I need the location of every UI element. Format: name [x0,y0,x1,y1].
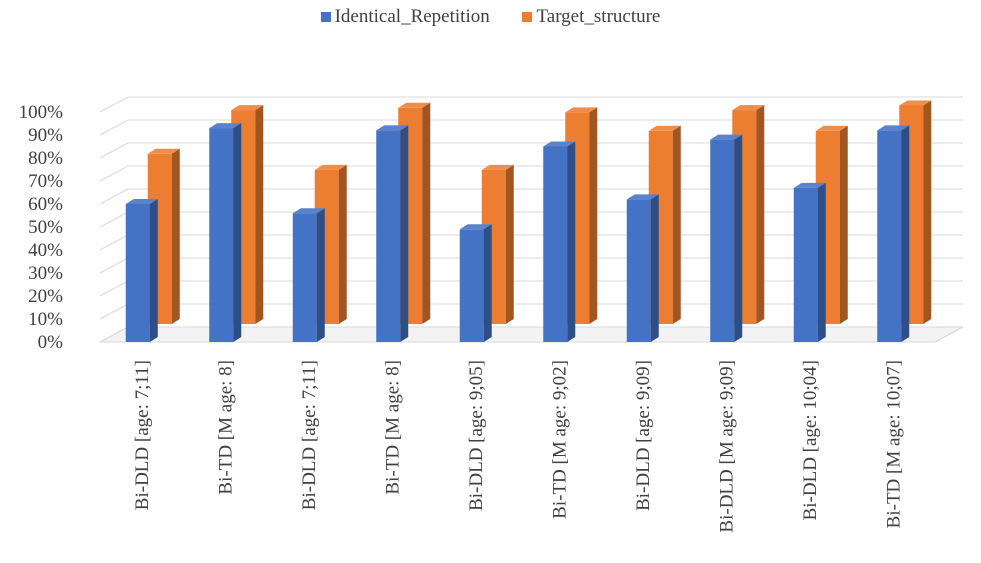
bar-target-structure-top [231,105,264,111]
gridline [99,96,963,113]
bar-identical-repetition-front [209,128,234,342]
bar-identical-repetition-top [125,199,158,204]
bar-identical-repetition-top [292,208,325,214]
x-tick-label: Bi-DLD [age: 9;09] [633,360,654,511]
legend-swatch-blue [320,12,331,22]
bar-target-structure-top [732,105,765,111]
floor-edge [934,326,964,343]
y-tick-label: 100% [19,102,64,123]
bar-target-structure-side [839,125,848,324]
bar-identical-repetition-side [817,182,826,342]
bar-target-structure-top [648,125,681,131]
bar-identical-repetition-front [125,204,150,342]
bar-target-structure-top [899,100,932,106]
legend-label-target-structure: Target_structure [536,6,661,27]
x-tick-label: Bi-DLD [age: 10;04] [800,360,821,520]
bar-identical-repetition-top [710,134,743,140]
bar-identical-repetition-front [543,146,568,342]
y-tick-label: 30% [28,263,63,284]
bar-identical-repetition-top [459,224,492,230]
bar-identical-repetition-top [793,182,826,188]
legend-item-target-structure: Target_structure [522,6,660,28]
bar-target-structure-side [589,107,598,325]
gridline [99,165,963,182]
gridline [99,188,963,205]
bar-identical-repetition-side [734,134,743,342]
bar-target-structure-top [565,107,598,113]
bar-identical-repetition-top [543,141,576,147]
bar-identical-repetition-side [316,208,325,342]
bar-identical-repetition-front [710,139,735,342]
bar-identical-repetition-front [376,130,401,342]
x-tick-label: Bi-TD [M age: 8] [216,360,237,495]
bar-identical-repetition-side [483,224,492,342]
x-tick-label: Bi-DLD [age: 7;11] [299,360,320,510]
bar-target-structure-side [756,105,765,324]
x-tick-label: Bi-TD [M age: 9;02] [550,360,571,519]
bar-target-structure-top [147,148,180,154]
bar-identical-repetition-top [376,125,409,131]
bar-identical-repetition-side [901,125,910,343]
y-tick-label: 90% [28,125,63,146]
bar-target-structure-top [314,164,347,170]
bar-target-structure-side [255,105,264,324]
x-tick-label: Bi-DLD [age: 7;11] [132,360,153,510]
bar-identical-repetition-front [459,229,484,342]
legend-label-identical-repetition: Identical_Repetition [334,6,490,27]
bar-identical-repetition-side [149,199,158,342]
bar-identical-repetition-front [626,199,651,342]
bar-identical-repetition-side [400,125,409,343]
bar-target-structure-side [672,125,681,324]
x-tick-label: Bi-TD [M age: 8] [383,360,404,495]
y-tick-label: 70% [28,171,63,192]
x-tick-label: Bi-DLD [M age: 9;09] [717,360,738,533]
gridline [99,142,963,159]
bar-identical-repetition-side [233,123,242,342]
x-tick-label: Bi-DLD [age: 9;05] [466,360,487,511]
bar-target-structure-top [815,125,848,131]
bar-identical-repetition-top [877,125,910,131]
x-tick-label: Bi-TD [M age: 10;07] [884,360,905,528]
y-tick-label: 60% [28,194,63,215]
bar-target-structure-side [505,164,514,324]
bar-target-structure-side [422,102,431,324]
bar-identical-repetition-front [292,213,317,342]
y-tick-label: 40% [28,240,63,261]
bar-identical-repetition-top [209,123,242,129]
bar-target-structure-side [171,148,180,324]
gridline [99,119,963,136]
bar-identical-repetition-top [626,194,659,200]
bar-target-structure-top [398,102,431,108]
legend-item-identical-repetition: Identical_Repetition [320,6,490,28]
y-tick-label: 50% [28,217,63,238]
y-tick-label: 80% [28,148,63,169]
bar-identical-repetition-side [567,141,576,342]
bar-identical-repetition-side [650,194,659,342]
bar-identical-repetition-front [877,130,902,342]
bar-target-structure-side [338,164,347,324]
y-tick-label: 20% [28,286,63,307]
chart-legend: Identical_Repetition Target_structure [0,6,981,28]
y-tick-label: 0% [38,332,64,353]
bar-target-structure-side [923,100,932,324]
bar-identical-repetition-front [793,187,818,342]
y-tick-label: 10% [28,309,63,330]
legend-swatch-orange [522,12,533,22]
bar-target-structure-top [481,164,514,170]
